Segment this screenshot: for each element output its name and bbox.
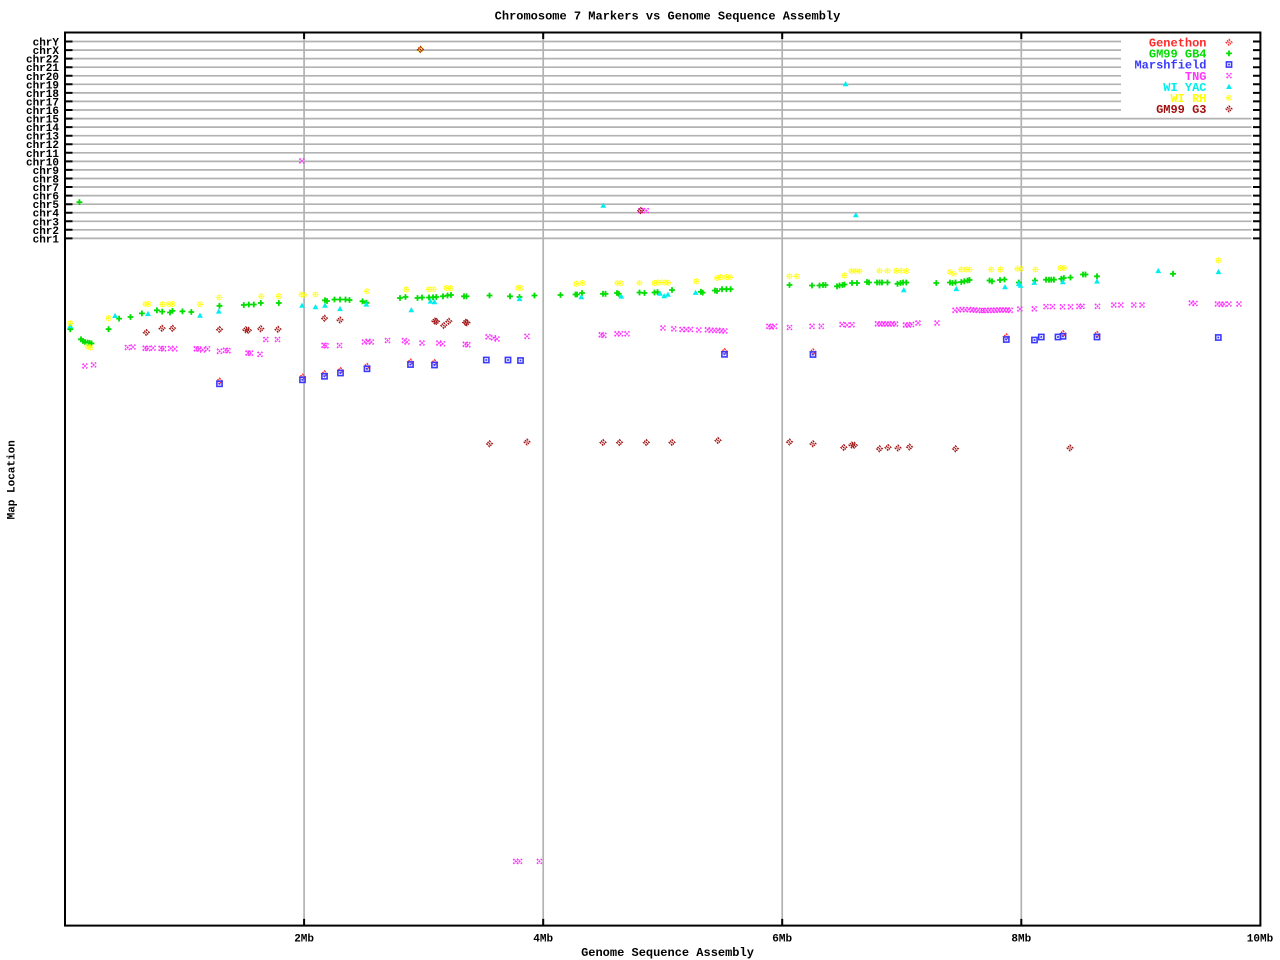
svg-text:2Mb: 2Mb — [294, 934, 314, 946]
svg-text:chr9: chr9 — [33, 166, 59, 178]
svg-text:8Mb: 8Mb — [1011, 934, 1031, 946]
svg-text:chr5: chr5 — [33, 200, 60, 212]
svg-text:Genethon: Genethon — [1149, 37, 1207, 51]
svg-text:chr2: chr2 — [33, 226, 59, 238]
svg-text:4Mb: 4Mb — [533, 934, 553, 946]
svg-text:chr17: chr17 — [26, 97, 59, 109]
svg-text:Chromosome 7 Markers vs Genome: Chromosome 7 Markers vs Genome Sequence … — [495, 10, 841, 24]
svg-text:10Mb: 10Mb — [1247, 934, 1274, 946]
svg-text:chr15: chr15 — [26, 115, 59, 127]
svg-text:chr18: chr18 — [26, 89, 59, 101]
svg-text:chr13: chr13 — [26, 132, 59, 144]
svg-text:chr1: chr1 — [33, 234, 60, 246]
svg-text:chr20: chr20 — [26, 72, 59, 84]
svg-text:chr14: chr14 — [26, 123, 59, 135]
svg-text:chr21: chr21 — [26, 63, 59, 75]
svg-text:WI YAC: WI YAC — [1163, 81, 1206, 95]
svg-text:chr22: chr22 — [26, 55, 59, 67]
svg-text:chr4: chr4 — [33, 209, 60, 221]
svg-text:chrX: chrX — [33, 46, 60, 58]
svg-text:GM99 GB4: GM99 GB4 — [1149, 48, 1207, 62]
svg-text:TNG: TNG — [1185, 70, 1207, 84]
svg-text:Map Location: Map Location — [7, 440, 19, 519]
svg-text:WI RH: WI RH — [1170, 92, 1206, 106]
svg-text:chr10: chr10 — [26, 157, 59, 169]
svg-text:chrY: chrY — [33, 38, 60, 50]
svg-text:chr11: chr11 — [26, 149, 59, 161]
svg-text:chr19: chr19 — [26, 80, 59, 92]
svg-text:chr16: chr16 — [26, 106, 59, 118]
svg-text:chr3: chr3 — [33, 217, 60, 229]
svg-text:GM99 G3: GM99 G3 — [1156, 103, 1206, 117]
svg-text:chr7: chr7 — [33, 183, 59, 195]
svg-text:Marshfield: Marshfield — [1134, 59, 1206, 73]
svg-text:Genome Sequence Assembly: Genome Sequence Assembly — [581, 946, 754, 960]
svg-text:chr12: chr12 — [26, 140, 59, 152]
svg-text:chr6: chr6 — [33, 192, 59, 204]
svg-text:6Mb: 6Mb — [772, 934, 792, 946]
svg-text:chr8: chr8 — [33, 174, 60, 186]
